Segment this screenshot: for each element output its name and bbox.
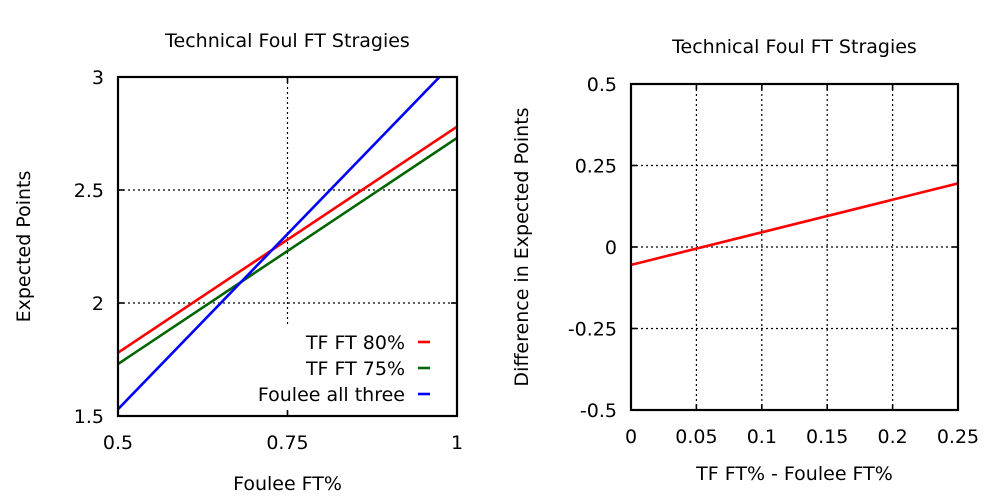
y-tick-label: 2 [92,293,104,315]
x-axis-label: TF FT% - Foulee FT% [695,463,893,485]
x-tick-label: 0.15 [806,426,848,448]
y-axis-label: Expected Points [13,171,35,323]
chart-title: Technical Foul FT Stragies [164,30,410,52]
series-line-2 [118,136,457,366]
y-tick-label: 1.5 [74,406,104,428]
x-tick-label: 0.75 [266,432,308,454]
x-tick-label: 0.25 [937,426,979,448]
chart-panel-2: 0 0.05 0.1 0.15 0.2 0.25 -0.5 -0.25 0 0.25 0.5 Tech… [511,36,979,485]
y-tick-label: 2.5 [74,180,104,202]
x-tick-label: 0 [625,426,637,448]
legend-background [253,327,434,409]
legend-label: Foulee all three [258,384,405,406]
x-tick-label: 0.2 [877,426,907,448]
y-tick-label: 0.5 [587,74,617,96]
x-tick-label: 0.1 [747,426,777,448]
y-tick-label: 0.25 [575,156,617,178]
legend-label: TF FT 80% [305,332,405,354]
chart-title: Technical Foul FT Stragies [671,36,917,58]
legend-label: TF FT 75% [305,358,405,380]
x-axis-label: Foulee FT% [233,473,342,495]
plot-frame [629,82,960,412]
series-line-3 [118,77,442,411]
y-axis-label: Difference in Expected Points [511,107,533,386]
y-tick-label: 3 [92,67,104,89]
y-tick-label: -0.5 [580,400,617,422]
series-line-1 [118,125,457,354]
x-tick-label: 0.5 [103,432,133,454]
y-tick-label: -0.25 [568,319,617,341]
x-tick-label: 1 [451,432,463,454]
chart-panel-1: 0.5 0.75 1 1.5 2 2.5 3 Technical Foul FT Stragi… [13,30,463,495]
series-line-1 [631,182,958,267]
x-tick-label: 0.05 [675,426,717,448]
y-tick-label: 0 [605,237,617,259]
